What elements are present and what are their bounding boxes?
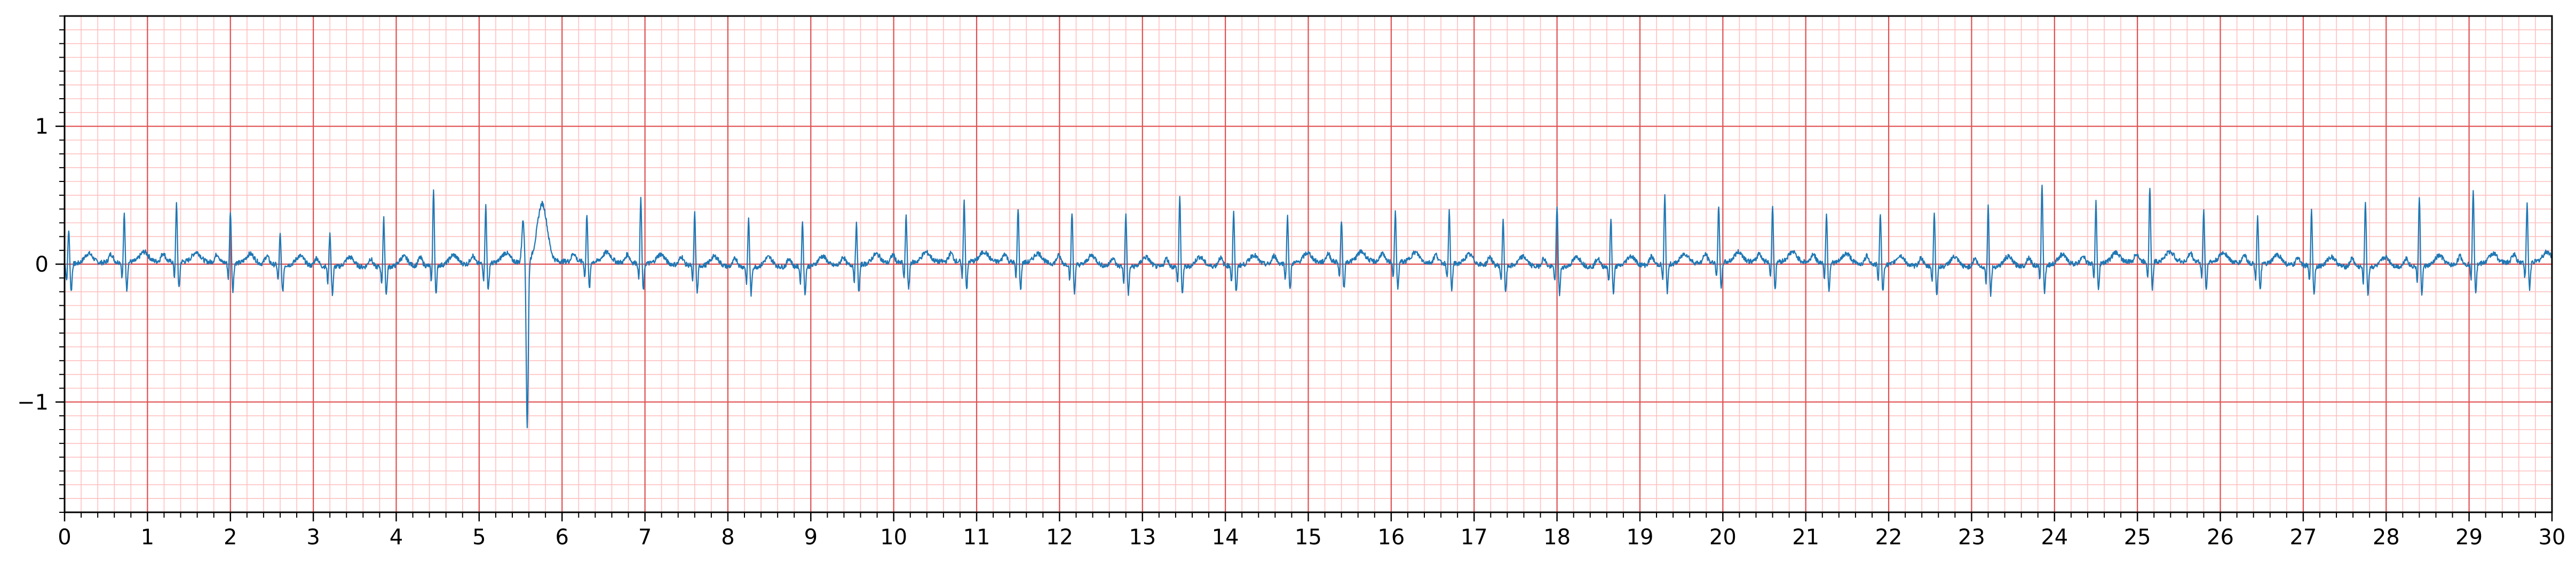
y-tick-label: 1	[35, 115, 49, 139]
x-tick-label: 24	[2041, 525, 2068, 550]
y-tick-label: 0	[35, 252, 49, 277]
x-tick-label: 3	[306, 525, 320, 550]
x-tick-label: 26	[2207, 525, 2234, 550]
x-tick-label: 6	[555, 525, 568, 550]
x-tick-label: 12	[1046, 525, 1073, 550]
x-tick-label: 7	[638, 525, 652, 550]
y-tick-label: −1	[17, 390, 49, 415]
ecg-signal-line	[64, 185, 2553, 429]
x-tick-label: 8	[721, 525, 734, 550]
major-grid	[64, 16, 2553, 512]
x-tick-label: 29	[2455, 525, 2483, 550]
x-tick-label: 21	[1792, 525, 1819, 550]
x-tick-label: 4	[390, 525, 403, 550]
x-tick-label: 19	[1627, 525, 1654, 550]
x-tick-label: 18	[1543, 525, 1571, 550]
x-tick-label: 2	[224, 525, 237, 550]
x-tick-label: 28	[2373, 525, 2400, 550]
x-tick-label: 20	[1709, 525, 1737, 550]
x-tick-label: 17	[1461, 525, 1488, 550]
x-tick-label: 14	[1212, 525, 1239, 550]
y-axis: −1 0 1	[17, 15, 65, 513]
x-tick-label: 0	[58, 525, 71, 550]
x-tick-label: 13	[1129, 525, 1156, 550]
x-tick-label: 22	[1875, 525, 1903, 550]
x-tick-label: 9	[804, 525, 818, 550]
x-tick-label: 11	[963, 525, 990, 550]
x-tick-label: 1	[141, 525, 154, 550]
x-tick-label: 30	[2539, 525, 2566, 550]
x-axis: 0 1 2 3 4 5 6 7 8 9 10 11 12 13 14 15 16 17 18 19 20 21 22 23 24…	[58, 512, 2565, 550]
x-tick-label: 16	[1377, 525, 1405, 550]
x-tick-label: 15	[1295, 525, 1322, 550]
x-tick-label: 10	[880, 525, 907, 550]
x-tick-label: 5	[472, 525, 486, 550]
x-tick-label: 25	[2124, 525, 2151, 550]
x-tick-label: 23	[1958, 525, 1985, 550]
x-tick-label: 27	[2289, 525, 2317, 550]
